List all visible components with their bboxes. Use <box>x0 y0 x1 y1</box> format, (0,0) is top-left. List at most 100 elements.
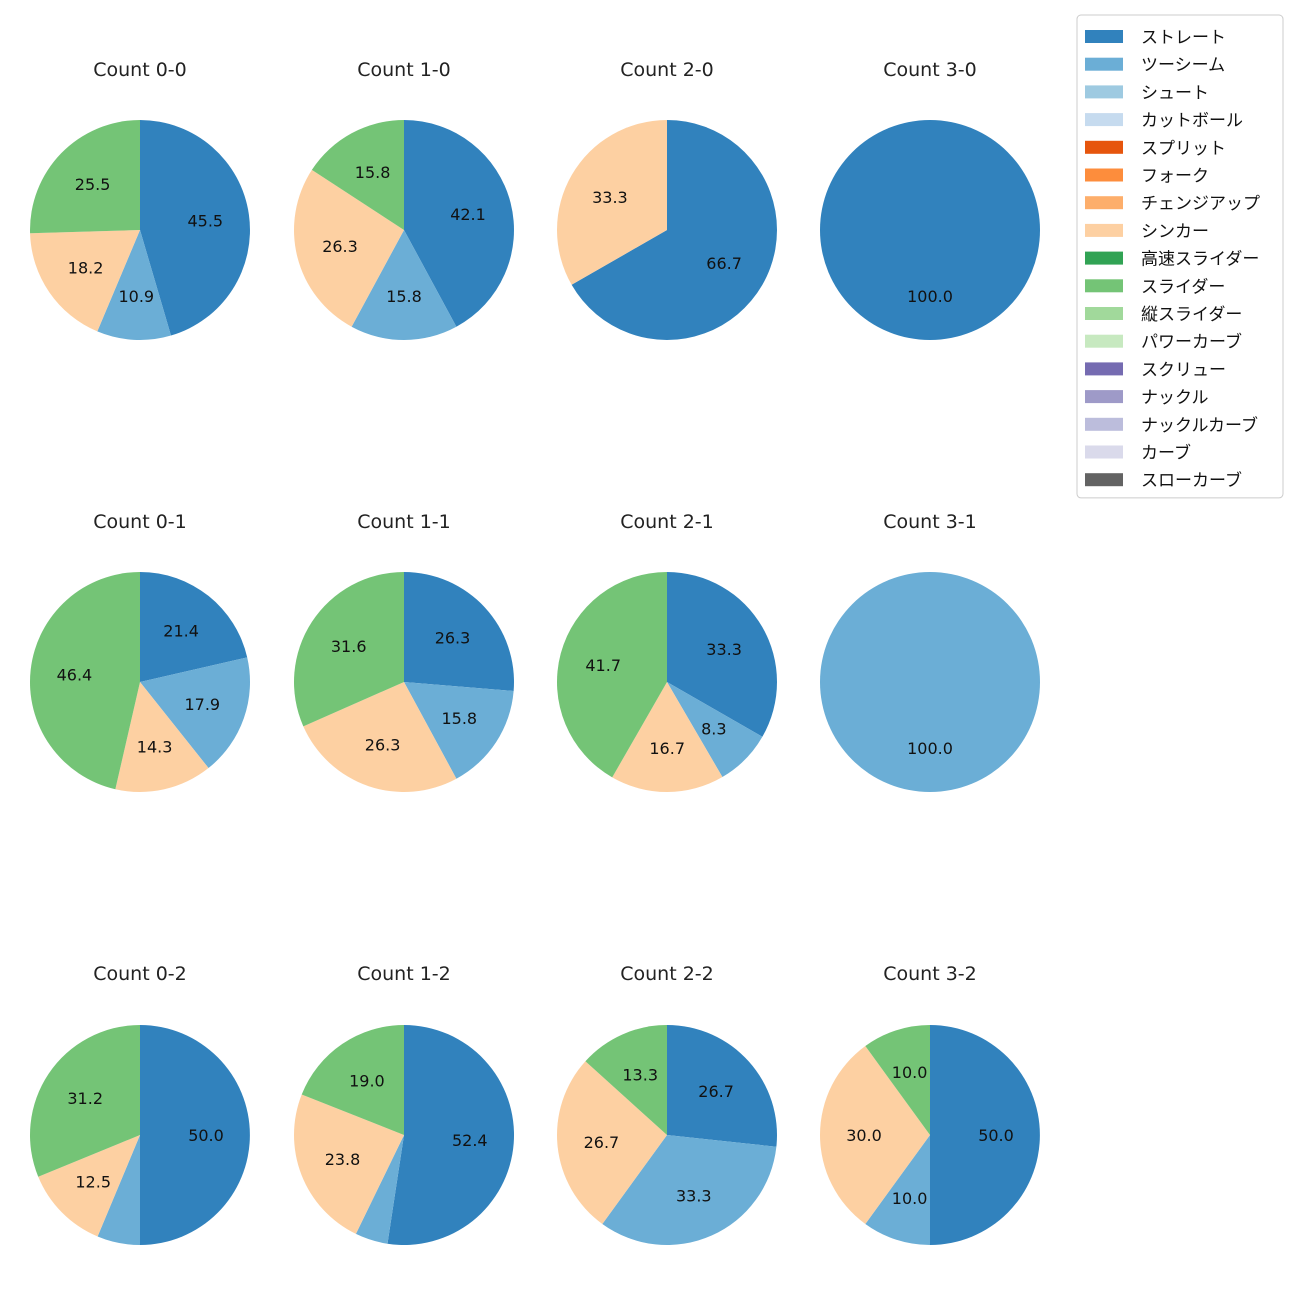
pie-slice <box>30 230 140 332</box>
pie-title: Count 3-0 <box>883 59 977 81</box>
pie-panel: Count 0-2 50.0 12.5 31.2 <box>29 963 250 1245</box>
slice-label: 41.7 <box>585 656 621 675</box>
pie-title: Count 2-2 <box>620 963 714 985</box>
slice-label: 33.3 <box>706 640 742 659</box>
pie-title: Count 1-2 <box>357 963 451 985</box>
pie-slice <box>404 120 514 327</box>
slice-label: 16.7 <box>649 739 685 758</box>
legend-swatch <box>1085 334 1123 348</box>
legend-label: シュート <box>1141 83 1209 103</box>
slice-label: 10.9 <box>118 287 154 306</box>
legend-label: 高速スライダー <box>1141 250 1259 270</box>
legend-swatch <box>1085 279 1123 293</box>
legend-label: シンカー <box>1141 222 1209 242</box>
slice-label: 26.3 <box>435 628 471 647</box>
pie-slice <box>612 682 723 793</box>
legend-label: スプリット <box>1141 139 1226 159</box>
pie-slice <box>115 682 209 793</box>
pie-slice <box>667 682 763 778</box>
legend-label: フォーク <box>1141 167 1209 187</box>
legend-label: スライダー <box>1141 277 1225 297</box>
pie-slice <box>29 1025 141 1177</box>
pie-slice <box>819 1046 930 1224</box>
pie-panel: Count 3-1 100.0 <box>820 511 1040 792</box>
slice-label: 26.7 <box>698 1082 734 1101</box>
slice-label: 13.3 <box>622 1066 658 1085</box>
slice-label: 14.3 <box>137 737 173 756</box>
pie-title: Count 2-1 <box>620 511 714 533</box>
pie-slice <box>404 682 514 779</box>
legend-swatch <box>1085 390 1123 404</box>
legend-label: チェンジアップ <box>1141 194 1260 214</box>
slice-label: 66.7 <box>706 254 742 273</box>
legend-swatch <box>1085 196 1123 210</box>
pie-panel: Count 1-1 26.3 15.8 26.3 31.6 <box>293 511 514 792</box>
pie-slice <box>865 1135 930 1245</box>
slice-label: 31.6 <box>331 637 367 656</box>
legend-swatch <box>1085 251 1123 265</box>
slice-label: 21.4 <box>163 621 199 640</box>
pie-slice <box>97 1135 140 1245</box>
slice-label: 100.0 <box>907 739 953 758</box>
pie-slice <box>140 657 251 769</box>
pie-panel: Count 0-0 45.5 10.9 18.2 25.5 <box>30 59 250 340</box>
legend-label: 縦スライダー <box>1141 305 1242 325</box>
slice-label: 8.3 <box>701 720 726 739</box>
legend-swatch <box>1085 57 1123 71</box>
slice-label: 15.8 <box>441 709 477 728</box>
pie-slice <box>571 120 777 340</box>
pie-slice <box>602 1135 777 1245</box>
pie-slice <box>303 682 457 792</box>
pie-panel: Count 3-2 50.0 10.0 30.0 10.0 <box>819 963 1040 1245</box>
slice-label: 46.4 <box>57 666 93 685</box>
legend-swatch <box>1085 223 1123 237</box>
slice-label: 23.8 <box>325 1150 361 1169</box>
slice-label: 15.8 <box>386 287 422 306</box>
pie-title: Count 3-2 <box>883 963 977 985</box>
legend-label: ナックル <box>1141 388 1209 408</box>
pie-slice <box>404 572 514 691</box>
legend-swatch <box>1085 307 1123 320</box>
slice-label: 100.0 <box>907 287 953 306</box>
pie-title: Count 0-2 <box>93 963 187 985</box>
pie-slice <box>351 230 457 340</box>
pie-slice <box>556 119 667 285</box>
legend-swatch <box>1085 362 1123 376</box>
pie-slice <box>820 120 1040 340</box>
pie-slice <box>140 1025 250 1245</box>
slice-label: 25.5 <box>75 175 111 194</box>
legend-swatch <box>1085 417 1123 431</box>
legend-swatch <box>1085 30 1123 43</box>
legend-label: パワーカーブ <box>1141 332 1242 353</box>
slice-label: 19.0 <box>349 1071 385 1090</box>
pie-slice <box>556 1061 667 1224</box>
pie-title: Count 0-1 <box>93 511 187 533</box>
pie-panel: Count 1-2 52.4 23.8 19.0 <box>293 963 515 1245</box>
slice-label: 31.2 <box>67 1089 103 1108</box>
legend-swatch <box>1085 445 1123 459</box>
pie-slice <box>820 572 1040 792</box>
pie-slice <box>930 1025 1040 1245</box>
slice-label: 33.3 <box>676 1186 712 1205</box>
pie-slice <box>30 120 141 234</box>
slice-label: 42.1 <box>450 205 486 224</box>
pie-slice <box>311 120 404 230</box>
slice-label: 12.5 <box>75 1173 111 1192</box>
pie-slice <box>667 572 778 737</box>
slice-label: 10.0 <box>892 1189 928 1208</box>
slice-label: 33.3 <box>592 188 628 207</box>
pie-slice <box>294 169 404 327</box>
slice-label: 50.0 <box>188 1126 224 1145</box>
pie-slice <box>387 1025 515 1245</box>
pie-slice <box>865 1025 930 1135</box>
slice-label: 26.3 <box>322 237 358 256</box>
pie-slice <box>355 1135 404 1244</box>
legend-label: スローカーブ <box>1141 470 1242 491</box>
legend-label: カットボール <box>1141 111 1243 131</box>
pie-slice <box>29 572 140 790</box>
slice-label: 52.4 <box>452 1131 488 1150</box>
pie-panel: Count 2-0 66.7 33.3 <box>556 59 777 340</box>
pie-slice <box>585 1025 667 1135</box>
pie-slice <box>38 1135 140 1237</box>
